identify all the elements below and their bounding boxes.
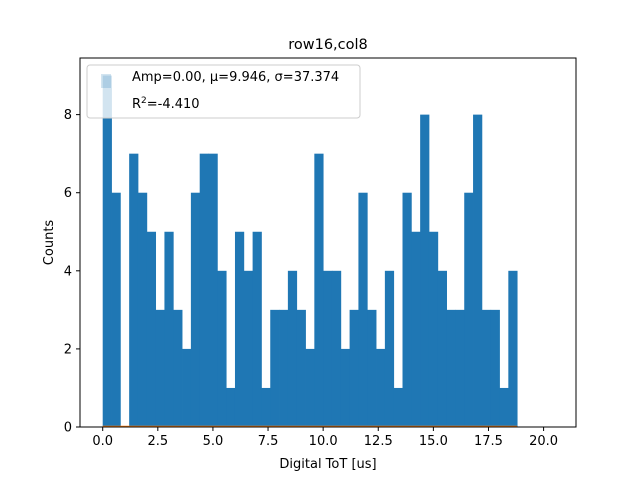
histogram-bar: [217, 270, 227, 427]
histogram-bar: [349, 309, 359, 427]
histogram-bar: [323, 270, 333, 427]
legend-line-2-prefix: R: [132, 97, 141, 112]
x-tick-label: 12.5: [364, 434, 393, 449]
x-tick-label: 0.0: [92, 434, 113, 449]
y-tick-label: 2: [64, 342, 72, 357]
histogram-bar: [305, 348, 315, 427]
histogram-bar: [473, 114, 483, 427]
histogram-bar: [402, 192, 412, 427]
x-tick-label: 17.5: [474, 434, 503, 449]
histogram-bar: [331, 270, 342, 427]
x-tick-label: 10.0: [309, 434, 338, 449]
histogram-bar: [146, 231, 157, 427]
histogram-bar: [314, 153, 324, 427]
histogram-bar: [102, 75, 112, 428]
x-axis-label: Digital ToT [us]: [279, 457, 376, 472]
x-tick-label: 5.0: [203, 434, 224, 449]
y-tick-label: 8: [64, 108, 72, 123]
histogram-bar: [190, 192, 201, 427]
histogram-bar: [481, 309, 492, 427]
legend-line-2-sup: 2: [141, 96, 147, 106]
histogram-bar: [243, 270, 254, 427]
legend-line-2: R2=-4.410: [132, 96, 200, 112]
chart-title: row16,col8: [288, 37, 368, 53]
x-tick-label: 15.0: [419, 434, 448, 449]
histogram-bar: [137, 192, 148, 427]
histogram-bar: [287, 270, 298, 427]
y-tick-label: 0: [64, 421, 72, 436]
histogram-bar: [490, 309, 500, 427]
histogram-bar: [464, 192, 474, 427]
x-axis-ticks: 0.0 2.5 5.0 7.5 10.0 12.5 15.0 17.5 20.0: [92, 427, 558, 449]
histogram-bar: [393, 387, 403, 427]
histogram-bar: [340, 348, 351, 427]
legend-box: [86, 64, 361, 119]
histogram-bar: [164, 231, 174, 427]
histogram-bar: [226, 387, 236, 427]
histogram-bar: [173, 309, 183, 427]
legend-line-1: Amp=0.00, μ=9.946, σ=37.374: [132, 70, 339, 85]
histogram-bar: [234, 231, 245, 427]
legend-line-2-suffix: =-4.410: [147, 97, 200, 112]
histogram-bar: [376, 348, 386, 427]
legend: Amp=0.00, μ=9.946, σ=37.374 R2=-4.410: [86, 64, 361, 119]
y-tick-label: 4: [64, 264, 72, 279]
histogram-bar: [437, 270, 447, 427]
histogram-bar: [111, 192, 121, 427]
legend-swatch: [101, 74, 111, 88]
histogram-bar: [358, 192, 368, 427]
histogram-bar: [155, 309, 165, 427]
y-tick-label: 6: [64, 186, 72, 201]
histogram-bar: [411, 231, 421, 427]
histogram-bar: [499, 387, 509, 427]
histogram-bar: [508, 270, 518, 427]
histogram-bar: [129, 153, 139, 427]
histogram-bar: [446, 309, 456, 427]
histogram-bar: [428, 231, 439, 427]
histogram-bar: [208, 153, 218, 427]
histogram-bar: [252, 231, 262, 427]
histogram-bar: [199, 153, 209, 427]
y-axis-label: Counts: [42, 220, 57, 266]
x-tick-label: 7.5: [258, 434, 279, 449]
histogram-bar: [367, 309, 377, 427]
x-tick-label: 2.5: [147, 434, 168, 449]
histogram-bar: [455, 309, 465, 427]
histogram-bar: [279, 309, 289, 427]
histogram-bar: [296, 309, 306, 427]
histogram-bar: [420, 114, 430, 427]
bars-group: [102, 75, 518, 428]
y-axis-ticks: 0 2 4 6 8: [64, 108, 80, 436]
x-tick-label: 20.0: [529, 434, 558, 449]
histogram-bar: [270, 309, 280, 427]
plot-frame: [79, 57, 577, 428]
histogram-bar: [261, 387, 271, 427]
histogram-bar: [182, 348, 192, 427]
histogram-bar: [384, 270, 395, 427]
